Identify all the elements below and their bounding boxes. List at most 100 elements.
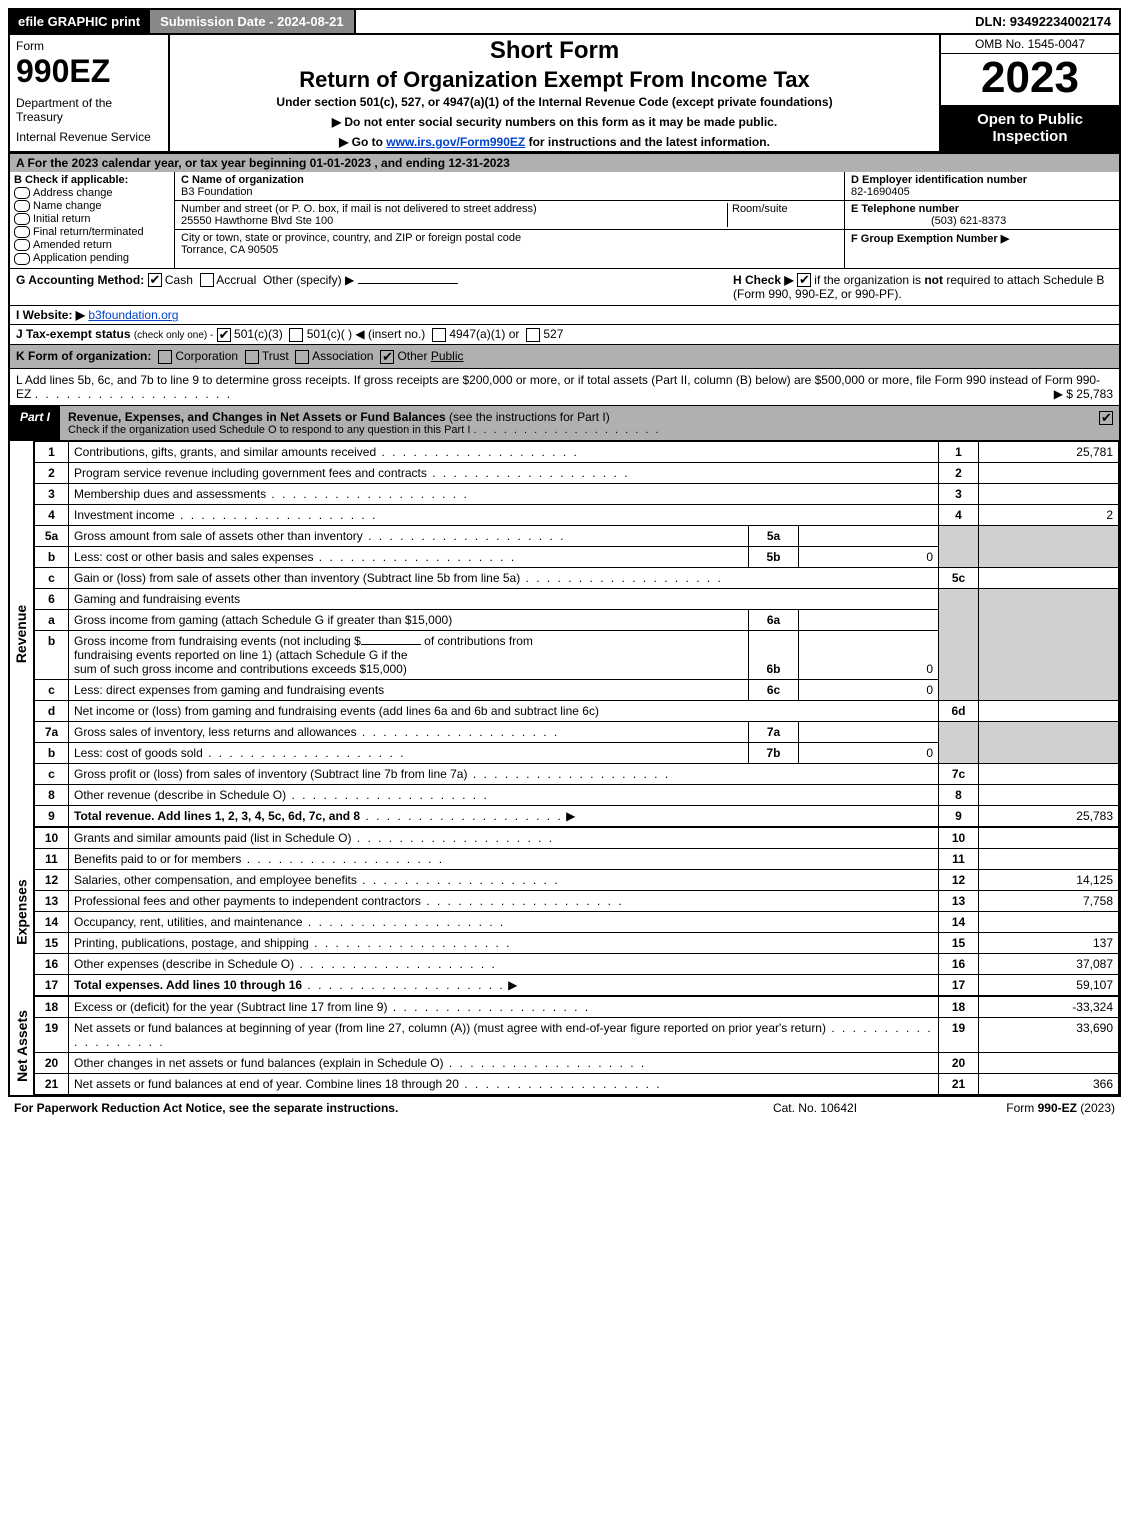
l3-desc: Membership dues and assessments [74, 487, 266, 501]
opt-assoc: Association [312, 349, 373, 363]
l13-desc: Professional fees and other payments to … [74, 894, 421, 908]
chk-corp[interactable] [158, 350, 172, 364]
form-ref: Form 990-EZ (2023) [915, 1101, 1115, 1115]
tax-year: 2023 [941, 54, 1119, 102]
form-header: Form 990EZ Department of the Treasury In… [10, 35, 1119, 154]
chk-application-pending[interactable]: Application pending [14, 252, 170, 264]
line-20: 20Other changes in net assets or fund ba… [35, 1053, 1119, 1074]
j-note: (check only one) ‐ [134, 330, 213, 341]
l15-desc: Printing, publications, postage, and shi… [74, 936, 309, 950]
omb-number: OMB No. 1545-0047 [941, 35, 1119, 54]
efile-label: efile GRAPHIC print [10, 10, 148, 33]
l7b-value: 0 [799, 743, 939, 764]
line-18: 18Excess or (deficit) for the year (Subt… [35, 997, 1119, 1018]
h-label: H Check ▶ [733, 273, 794, 287]
l5c-desc: Gain or (loss) from sale of assets other… [74, 571, 520, 585]
goto-post: for instructions and the latest informat… [525, 135, 770, 149]
cat-no: Cat. No. 10642I [715, 1101, 915, 1115]
section-c: C Name of organization B3 Foundation Num… [175, 172, 844, 268]
chk-address-change[interactable]: Address change [14, 187, 170, 199]
website-link[interactable]: b3foundation.org [88, 308, 178, 322]
j-label: J Tax-exempt status [16, 327, 131, 341]
f-label: F Group Exemption Number ▶ [851, 233, 1009, 245]
chk-other-org[interactable] [380, 350, 394, 364]
revenue-table: 1Contributions, gifts, grants, and simil… [34, 441, 1119, 827]
line-15: 15Printing, publications, postage, and s… [35, 933, 1119, 954]
l13-amount: 7,758 [979, 891, 1119, 912]
row-g: G Accounting Method: Cash Accrual Other … [16, 273, 733, 302]
irs-form-link[interactable]: www.irs.gov/Form990EZ [386, 135, 525, 149]
part1-tag: Part I [10, 406, 60, 440]
revenue-section: Revenue 1Contributions, gifts, grants, a… [10, 441, 1119, 827]
chk-schedule-o[interactable] [1099, 411, 1113, 425]
line-11: 11Benefits paid to or for members11 [35, 849, 1119, 870]
chk-cash[interactable] [148, 273, 162, 287]
chk-accrual[interactable] [200, 273, 214, 287]
l5b-desc: Less: cost or other basis and sales expe… [74, 550, 313, 564]
opt-other-org-label: Other [397, 349, 427, 363]
chk-final-return[interactable]: Final return/terminated [14, 226, 170, 238]
chk-name-change[interactable]: Name change [14, 200, 170, 212]
part1-title-text: Revenue, Expenses, and Changes in Net As… [68, 410, 446, 424]
line-7c: cGross profit or (loss) from sales of in… [35, 764, 1119, 785]
addr-label: Number and street (or P. O. box, if mail… [181, 203, 537, 215]
c-label: C Name of organization [181, 174, 304, 186]
line-3: 3Membership dues and assessments3 [35, 484, 1119, 505]
l1-desc: Contributions, gifts, grants, and simila… [74, 445, 376, 459]
city-value: Torrance, CA 90505 [181, 244, 278, 256]
l6b-desc-mid: of contributions from [424, 634, 533, 648]
org-name: B3 Foundation [181, 186, 253, 198]
line-4: 4Investment income42 [35, 505, 1119, 526]
opt-final-return: Final return/terminated [33, 226, 144, 238]
l16-desc: Other expenses (describe in Schedule O) [74, 957, 294, 971]
section-def: D Employer identification number 82-1690… [844, 172, 1119, 268]
l18-desc: Excess or (deficit) for the year (Subtra… [74, 1000, 387, 1014]
opt-501c: 501(c)( ) ◀ (insert no.) [307, 327, 426, 341]
l7c-desc: Gross profit or (loss) from sales of inv… [74, 767, 467, 781]
opt-trust: Trust [262, 349, 289, 363]
chk-assoc[interactable] [295, 350, 309, 364]
other-specify-line[interactable] [358, 283, 458, 284]
address-cell: Number and street (or P. O. box, if mail… [175, 201, 844, 230]
l6b-desc-pre: Gross income from fundraising events (no… [74, 634, 361, 648]
l6b-value: 0 [799, 631, 939, 680]
netassets-sidelabel: Net Assets [10, 996, 34, 1095]
line-12: 12Salaries, other compensation, and empl… [35, 870, 1119, 891]
chk-527[interactable] [526, 328, 540, 342]
k-label: K Form of organization: [16, 349, 151, 363]
l12-desc: Salaries, other compensation, and employ… [74, 873, 357, 887]
l4-desc: Investment income [74, 508, 175, 522]
part1-bar: Part I Revenue, Expenses, and Changes in… [10, 406, 1119, 441]
l21-desc: Net assets or fund balances at end of ye… [74, 1077, 459, 1091]
form-label: Form [16, 39, 162, 53]
chk-trust[interactable] [245, 350, 259, 364]
expenses-table: 10Grants and similar amounts paid (list … [34, 827, 1119, 996]
chk-501c[interactable] [289, 328, 303, 342]
l15-amount: 137 [979, 933, 1119, 954]
l7b-desc: Less: cost of goods sold [74, 746, 203, 760]
l2-desc: Program service revenue including govern… [74, 466, 427, 480]
chk-amended-return[interactable]: Amended return [14, 239, 170, 251]
expenses-sidelabel: Expenses [10, 827, 34, 996]
line-2: 2Program service revenue including gover… [35, 463, 1119, 484]
line-14: 14Occupancy, rent, utilities, and mainte… [35, 912, 1119, 933]
l6c-desc: Less: direct expenses from gaming and fu… [74, 683, 384, 697]
header-right: OMB No. 1545-0047 2023 Open to Public In… [939, 35, 1119, 151]
l-amount: ▶ $ 25,783 [1054, 387, 1113, 401]
l17-amount: 59,107 [979, 975, 1119, 996]
block-bcd: B Check if applicable: Address change Na… [10, 172, 1119, 269]
d-label: D Employer identification number [851, 174, 1027, 186]
opt-amended-return: Amended return [33, 239, 112, 251]
chk-h[interactable] [797, 273, 811, 287]
under-section-note: Under section 501(c), 527, or 4947(a)(1)… [176, 95, 933, 109]
chk-4947[interactable] [432, 328, 446, 342]
group-exemption-cell: F Group Exemption Number ▶ [845, 230, 1119, 247]
line-16: 16Other expenses (describe in Schedule O… [35, 954, 1119, 975]
chk-initial-return[interactable]: Initial return [14, 213, 170, 225]
section-b: B Check if applicable: Address change Na… [10, 172, 175, 268]
goto-link-line: ▶ Go to www.irs.gov/Form990EZ for instru… [176, 135, 933, 149]
l19-desc: Net assets or fund balances at beginning… [74, 1021, 826, 1035]
chk-501c3[interactable] [217, 328, 231, 342]
page-footer: For Paperwork Reduction Act Notice, see … [8, 1097, 1121, 1119]
opt-other: Other (specify) ▶ [263, 273, 354, 287]
